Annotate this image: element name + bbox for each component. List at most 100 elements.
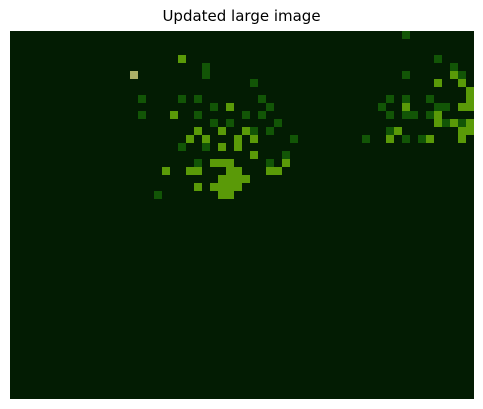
heatmap-cell	[394, 47, 403, 56]
heatmap-cell	[410, 335, 419, 344]
heatmap-cell	[138, 175, 147, 184]
heatmap-cell	[42, 55, 51, 64]
heatmap-cell	[330, 103, 339, 112]
heatmap-cell	[394, 303, 403, 312]
heatmap-cell	[234, 79, 243, 88]
heatmap-cell	[442, 239, 451, 248]
heatmap-cell	[10, 103, 19, 112]
heatmap-cell	[106, 47, 115, 56]
heatmap-cell	[194, 63, 203, 72]
heatmap-cell	[258, 31, 267, 40]
heatmap-cell	[466, 159, 474, 168]
heatmap-cell	[114, 87, 123, 96]
heatmap-cell	[370, 159, 379, 168]
heatmap-cell	[194, 103, 203, 112]
heatmap-cell	[138, 47, 147, 56]
heatmap-cell	[90, 343, 99, 352]
heatmap-cell	[114, 63, 123, 72]
heatmap-cell	[226, 271, 235, 280]
heatmap-cell	[402, 391, 411, 399]
heatmap-cell	[210, 175, 219, 184]
heatmap-cell	[186, 199, 195, 208]
heatmap-cell	[178, 175, 187, 184]
heatmap-cell	[274, 303, 283, 312]
heatmap-cell	[226, 335, 235, 344]
heatmap-cell	[34, 335, 43, 344]
heatmap-cell	[410, 71, 419, 80]
heatmap-cell	[170, 103, 179, 112]
heatmap-cell	[370, 103, 379, 112]
heatmap-cell	[154, 287, 163, 296]
heatmap-cell	[154, 191, 163, 200]
heatmap-cell	[330, 303, 339, 312]
heatmap-cell	[306, 175, 315, 184]
heatmap-cell	[106, 271, 115, 280]
heatmap-cell	[362, 375, 371, 384]
heatmap-cell	[290, 295, 299, 304]
heatmap-cell	[410, 287, 419, 296]
heatmap-cell	[266, 359, 275, 368]
heatmap-cell	[154, 111, 163, 120]
heatmap-cell	[210, 279, 219, 288]
heatmap-cell	[26, 79, 35, 88]
heatmap-cell	[306, 239, 315, 248]
heatmap-cell	[90, 295, 99, 304]
heatmap-cell	[186, 287, 195, 296]
heatmap-cell	[82, 95, 91, 104]
heatmap-cell	[450, 127, 459, 136]
heatmap-cell	[458, 143, 467, 152]
heatmap-cell	[322, 367, 331, 376]
heatmap-cell	[162, 79, 171, 88]
heatmap-cell	[250, 327, 259, 336]
heatmap-cell	[378, 135, 387, 144]
heatmap-cell	[234, 159, 243, 168]
heatmap-cell	[242, 63, 251, 72]
heatmap-cell	[330, 207, 339, 216]
heatmap-cell	[386, 271, 395, 280]
heatmap-cell	[354, 39, 363, 48]
heatmap-cell	[90, 183, 99, 192]
heatmap-cell	[178, 295, 187, 304]
heatmap-cell	[458, 111, 467, 120]
heatmap-cell	[18, 343, 27, 352]
heatmap-cell	[138, 71, 147, 80]
heatmap-cell	[74, 279, 83, 288]
heatmap-cell	[442, 223, 451, 232]
heatmap-cell	[442, 135, 451, 144]
heatmap-cell	[330, 119, 339, 128]
heatmap-cell	[242, 239, 251, 248]
heatmap-cell	[26, 151, 35, 160]
heatmap-cell	[130, 87, 139, 96]
heatmap-cell	[218, 231, 227, 240]
heatmap-cell	[42, 79, 51, 88]
heatmap-cell	[90, 119, 99, 128]
heatmap-cell	[370, 343, 379, 352]
heatmap-cell	[114, 295, 123, 304]
heatmap-cell	[26, 199, 35, 208]
heatmap-cell	[114, 199, 123, 208]
heatmap-cell	[354, 215, 363, 224]
heatmap-cell	[290, 391, 299, 399]
heatmap-cell	[466, 255, 474, 264]
heatmap-cell	[450, 103, 459, 112]
heatmap-cell	[330, 311, 339, 320]
heatmap-cell	[354, 159, 363, 168]
heatmap-cell	[138, 375, 147, 384]
heatmap-cell	[66, 215, 75, 224]
heatmap-cell	[66, 55, 75, 64]
heatmap-cell	[458, 255, 467, 264]
heatmap-cell	[170, 199, 179, 208]
heatmap-cell	[346, 343, 355, 352]
heatmap-cell	[354, 231, 363, 240]
heatmap-cell	[218, 287, 227, 296]
heatmap-cell	[146, 135, 155, 144]
heatmap-cell	[218, 95, 227, 104]
heatmap-cell	[290, 31, 299, 40]
heatmap-cell	[274, 87, 283, 96]
heatmap-cell	[162, 383, 171, 392]
heatmap-cell	[138, 271, 147, 280]
heatmap-cell	[370, 167, 379, 176]
heatmap-cell	[146, 367, 155, 376]
heatmap-cell	[178, 271, 187, 280]
heatmap-cell	[34, 319, 43, 328]
